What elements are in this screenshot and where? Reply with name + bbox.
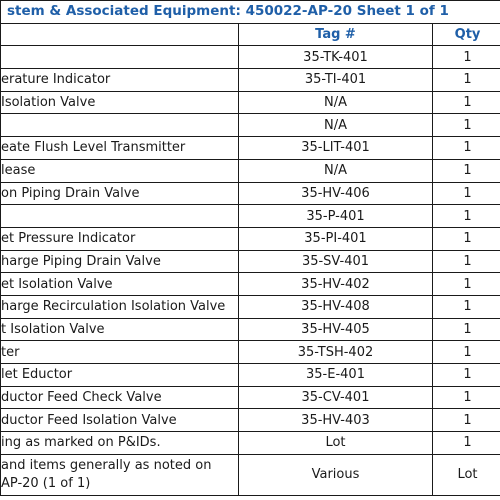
row-qty: 1 [431, 90, 500, 115]
row-description [0, 204, 239, 228]
row-tag: 35-SV-401 [238, 249, 433, 274]
row-description: on Piping Drain Valve [0, 181, 239, 206]
column-header-row: Tag # Qty GE [0, 22, 500, 47]
row-tag: 35-HV-405 [238, 317, 433, 342]
row-description: erature Indicator [0, 68, 239, 92]
row-tag: 35-P-401 [238, 204, 433, 228]
row-description: and items generally as noted on AP-20 (1 … [0, 453, 239, 496]
row-description: ductor Feed Isolation Valve [0, 408, 239, 433]
row-description [0, 45, 239, 70]
row-description: harge Piping Drain Valve [0, 249, 239, 274]
tag-header: Tag # [238, 22, 433, 47]
row-tag: N/A [238, 113, 433, 138]
row-tag: 35-TK-401 [238, 45, 433, 70]
row-description: ing as marked on P&IDs. [0, 431, 239, 455]
row-description [0, 113, 239, 138]
row-tag: Various [238, 453, 433, 496]
row-qty: 1 [431, 136, 500, 160]
row-tag: 35-E-401 [238, 363, 433, 387]
row-description: eate Flush Level Transmitter [0, 136, 239, 160]
row-qty: 1 [431, 68, 500, 92]
row-tag: 35-HV-403 [238, 408, 433, 433]
row-qty: Lot [431, 453, 500, 496]
row-tag: 35-LIT-401 [238, 136, 433, 160]
sheet-title: stem & Associated Equipment: 450022-AP-2… [0, 0, 500, 24]
row-tag: 35-HV-402 [238, 272, 433, 296]
row-qty: 1 [431, 272, 500, 296]
table-row: N/A1√ [0, 113, 500, 138]
row-qty: 1 [431, 408, 500, 433]
row-qty: 1 [431, 363, 500, 387]
description-header [0, 22, 239, 47]
row-qty: 1 [431, 181, 500, 206]
row-tag: N/A [238, 90, 433, 115]
row-description: let Eductor [0, 363, 239, 387]
row-qty: 1 [431, 340, 500, 364]
row-qty: 1 [431, 204, 500, 228]
row-tag: 35-CV-401 [238, 385, 433, 410]
row-description: harge Recirculation Isolation Valve [0, 294, 239, 319]
row-qty: 1 [431, 226, 500, 251]
row-description: et Isolation Valve [0, 272, 239, 296]
row-tag: N/A [238, 158, 433, 183]
qty-header: Qty [431, 22, 500, 47]
row-qty: 1 [431, 431, 500, 455]
row-description: et Pressure Indicator [0, 226, 239, 251]
row-description: lease [0, 158, 239, 183]
row-qty: 1 [431, 45, 500, 70]
row-qty: 1 [431, 113, 500, 138]
row-qty: 1 [431, 385, 500, 410]
row-qty: 1 [431, 158, 500, 183]
row-qty: 1 [431, 294, 500, 319]
row-description: ductor Feed Check Valve [0, 385, 239, 410]
row-tag: 35-PI-401 [238, 226, 433, 251]
table-row: harge Recirculation Isolation Valve 35-HV… [0, 294, 500, 319]
row-description: t Isolation Valve [0, 317, 239, 342]
row-description-line1: and items generally as noted on [1, 457, 212, 473]
row-tag: 35-HV-408 [238, 294, 433, 319]
row-description: ter [0, 340, 239, 364]
table-row-last: and items generally as noted on AP-20 (1 … [0, 453, 500, 496]
title-row: stem & Associated Equipment: 450022-AP-2… [0, 0, 500, 24]
row-description-line2: AP-20 (1 of 1) [1, 475, 91, 491]
row-tag: 35-TI-401 [238, 68, 433, 92]
row-description: Isolation Valve [0, 90, 239, 115]
row-tag: Lot [238, 431, 433, 455]
row-tag: 35-TSH-402 [238, 340, 433, 364]
row-qty: 1 [431, 249, 500, 274]
row-tag: 35-HV-406 [238, 181, 433, 206]
row-qty: 1 [431, 317, 500, 342]
